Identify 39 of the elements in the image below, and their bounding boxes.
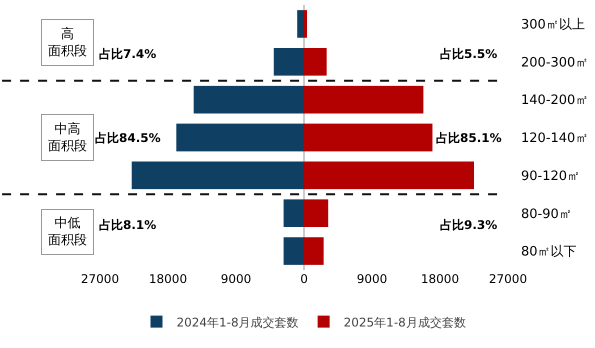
annotation: 占比85.1%: [436, 131, 502, 145]
annotation: 占比9.3%: [440, 218, 498, 232]
bar: [304, 10, 308, 38]
bar: [194, 86, 304, 114]
text: 中高面积段: [48, 121, 87, 154]
legend-label: 2024年1-8月成交套数: [176, 315, 299, 330]
x-tick-label: 18000: [420, 272, 460, 286]
text: 高面积段: [48, 26, 87, 59]
y-tick-label: 80-90㎡: [521, 206, 572, 222]
y-tick-label: 300㎡以上: [521, 17, 585, 32]
bar: [304, 162, 474, 190]
bar: [132, 162, 304, 190]
y-tick-label: 200-300㎡: [521, 55, 588, 70]
text: 中低面积段: [48, 216, 87, 248]
bar: [284, 199, 304, 228]
y-tick-label: 140-200㎡: [521, 93, 588, 108]
x-tick-label: 9000: [220, 272, 252, 286]
legend-label: 2025年1-8月成交套数: [344, 315, 466, 330]
x-tick-label: 0: [300, 272, 308, 286]
bar: [274, 48, 304, 76]
bar: [304, 199, 328, 228]
bar: [176, 124, 304, 152]
x-tick-label: 27000: [80, 272, 120, 286]
annotation: 占比84.5%: [95, 131, 161, 145]
y-tick-label: 80㎡以下: [521, 244, 577, 260]
annotation: 占比5.5%: [440, 47, 498, 61]
bar: [304, 86, 424, 114]
bar: [304, 48, 327, 76]
x-tick-label: 18000: [148, 272, 188, 286]
bar: [284, 237, 304, 265]
annotation: 占比7.4%: [99, 47, 156, 61]
annotation: 占比8.1%: [99, 218, 156, 232]
bar: [304, 237, 324, 265]
y-tick-label: 120-140㎡: [521, 131, 588, 146]
x-tick-label: 27000: [488, 272, 528, 286]
bar: [304, 124, 432, 152]
bar: [297, 10, 304, 38]
x-tick-label: 9000: [356, 272, 388, 286]
y-tick-label: 90-120㎡: [521, 168, 580, 184]
